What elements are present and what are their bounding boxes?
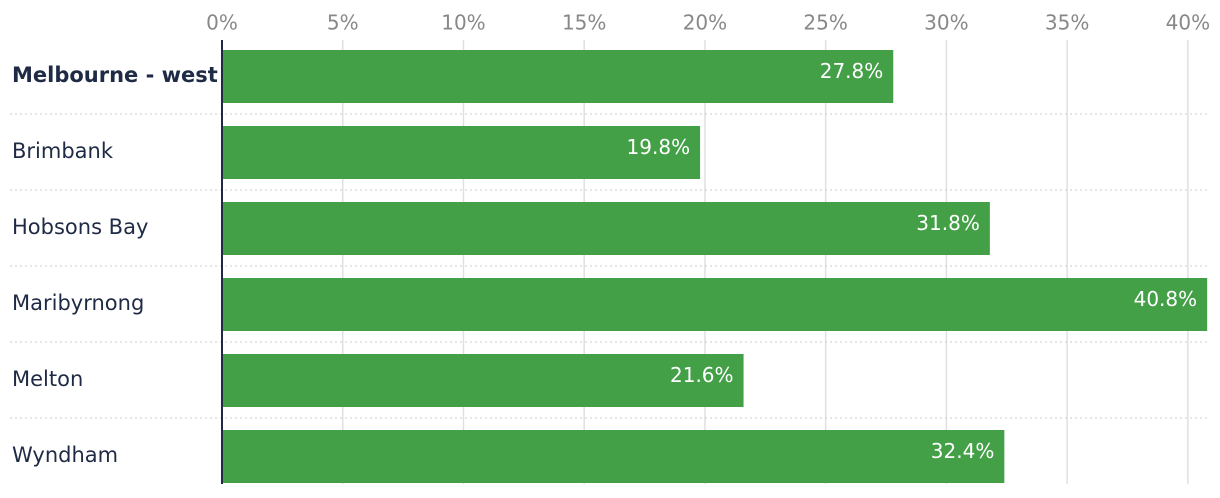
x-tick-label: 15%: [562, 11, 606, 35]
category-label: Melbourne - west: [12, 63, 218, 87]
value-label: 19.8%: [627, 135, 691, 159]
bar: [222, 354, 744, 407]
bar: [222, 430, 1005, 483]
x-tick-label: 20%: [683, 11, 727, 35]
value-label: 31.8%: [916, 211, 980, 235]
x-tick-label: 0%: [206, 11, 238, 35]
value-label: 27.8%: [820, 59, 884, 83]
bar: [222, 202, 990, 255]
x-tick-label: 40%: [1166, 11, 1210, 35]
x-tick-label: 25%: [803, 11, 847, 35]
category-label: Hobsons Bay: [12, 215, 148, 239]
category-label: Melton: [12, 367, 83, 391]
bar: [222, 50, 894, 103]
value-label: 21.6%: [670, 363, 734, 387]
x-tick-label: 35%: [1045, 11, 1089, 35]
x-tick-label: 5%: [327, 11, 359, 35]
category-label: Brimbank: [12, 139, 114, 163]
category-label: Maribyrnong: [12, 291, 144, 315]
category-label: Wyndham: [12, 443, 118, 467]
x-tick-label: 30%: [924, 11, 968, 35]
x-tick-label: 10%: [441, 11, 485, 35]
value-label: 32.4%: [931, 439, 995, 463]
value-label: 40.8%: [1134, 287, 1198, 311]
bar: [222, 126, 701, 179]
bar: [222, 278, 1208, 331]
